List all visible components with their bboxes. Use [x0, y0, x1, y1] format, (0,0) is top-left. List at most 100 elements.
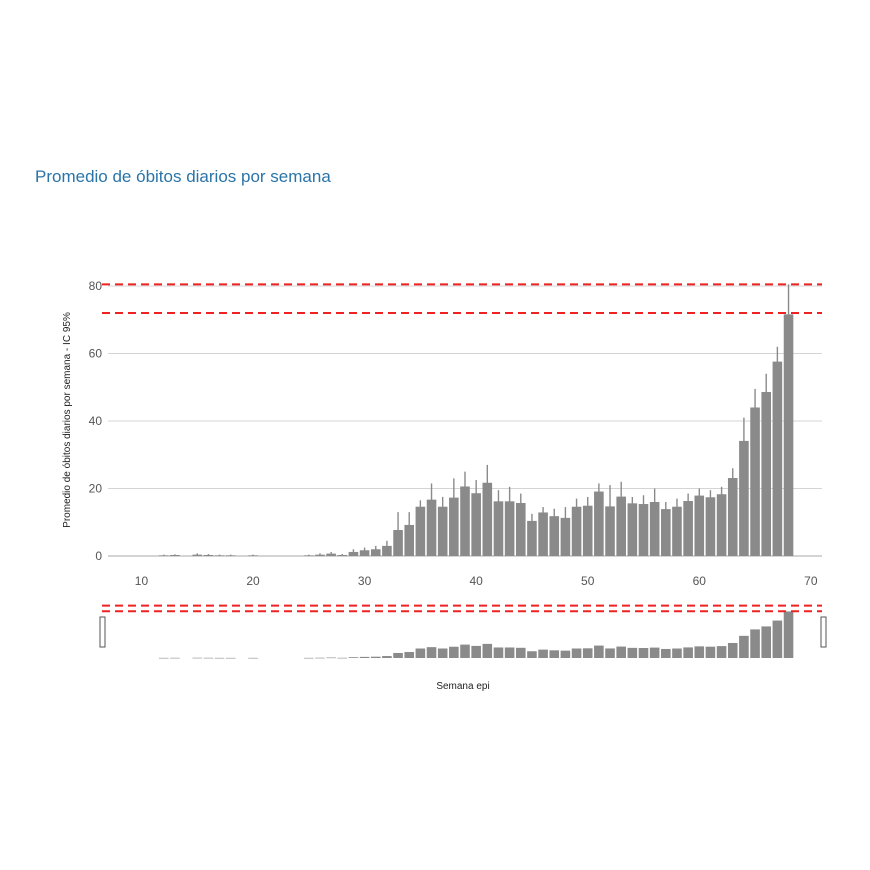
bar	[170, 554, 180, 556]
bar	[315, 554, 325, 556]
mini-bar	[627, 647, 638, 658]
mini-bar	[661, 648, 671, 658]
x-axis-label: Semana epi	[436, 681, 489, 692]
x-tick-60: 60	[693, 574, 707, 588]
bar	[426, 499, 437, 556]
mini-bar	[359, 656, 370, 658]
mini-bar	[382, 656, 392, 658]
mini-bar	[437, 648, 448, 658]
y-tick-60: 60	[89, 347, 103, 361]
x-tick-10: 10	[135, 574, 149, 588]
y-tick-0: 0	[95, 549, 102, 563]
bar	[504, 501, 515, 556]
mini-bar	[393, 652, 403, 658]
bar	[772, 361, 783, 556]
bar	[605, 506, 615, 556]
bar	[393, 530, 403, 556]
mini-bar	[170, 657, 180, 659]
bar	[203, 554, 214, 556]
chart-title: Promedio de óbitos diarios por semana	[35, 167, 331, 186]
mini-bar	[750, 629, 760, 658]
bar	[616, 496, 626, 556]
mini-bar	[761, 626, 772, 658]
bar	[527, 520, 537, 556]
bar	[225, 555, 236, 556]
x-tick-50: 50	[581, 574, 595, 588]
mini-bar	[538, 649, 548, 658]
mini-bar	[370, 656, 381, 658]
bar	[415, 506, 426, 556]
bar	[493, 501, 504, 556]
x-tick-70: 70	[804, 574, 818, 588]
bar	[460, 486, 470, 556]
mini-bar	[337, 657, 348, 659]
y-tick-labels: 0 20 40 60 80	[89, 279, 103, 563]
bar	[727, 478, 738, 556]
mini-bar	[571, 648, 582, 658]
y-tick-40: 40	[89, 414, 103, 428]
x-tick-30: 30	[358, 574, 372, 588]
y-tick-80: 80	[89, 279, 103, 293]
mini-bar	[203, 657, 214, 659]
bar	[549, 516, 560, 556]
bar	[582, 505, 593, 556]
x-tick-labels: 10 20 30 40 50 60 70	[135, 574, 818, 588]
mini-bar	[605, 648, 615, 658]
mini-bar	[304, 657, 314, 659]
bar	[750, 407, 760, 556]
bar	[370, 549, 381, 556]
bar	[248, 555, 258, 556]
bar	[538, 512, 548, 556]
range-slider-left-handle[interactable]	[99, 616, 106, 648]
bar	[571, 506, 582, 556]
mini-bar	[225, 657, 236, 659]
mini-bar	[705, 646, 716, 658]
mini-bar	[471, 645, 481, 658]
bar	[337, 554, 348, 556]
bar	[627, 503, 638, 556]
bar	[705, 497, 716, 556]
bar	[672, 506, 682, 556]
bar	[661, 509, 671, 556]
bar	[214, 555, 225, 556]
mini-bar	[248, 657, 258, 659]
bar	[359, 550, 370, 556]
range-slider[interactable]	[99, 604, 827, 659]
bar	[560, 517, 571, 556]
mini-bar	[672, 648, 682, 658]
mini-bar	[214, 657, 225, 659]
bar	[482, 482, 493, 556]
bar	[783, 314, 794, 556]
mini-bar	[638, 647, 649, 658]
mini-bar	[783, 611, 794, 658]
bar	[158, 555, 169, 556]
mini-bar	[158, 657, 169, 659]
y-tick-20: 20	[89, 482, 103, 496]
mini-bar	[739, 635, 749, 658]
bar	[348, 551, 359, 556]
mini-bar	[649, 647, 660, 658]
bar	[739, 440, 749, 556]
bar	[649, 502, 660, 556]
bar	[515, 503, 526, 556]
mini-bar	[716, 646, 727, 658]
mini-bar	[192, 657, 203, 659]
mini-bar	[493, 647, 504, 658]
mini-bar	[549, 650, 560, 658]
y-axis-label: Promedio de óbitos diarios por semana - …	[62, 312, 73, 528]
mini-bar	[415, 648, 426, 658]
bar	[192, 554, 203, 556]
reference-lines	[102, 283, 822, 314]
bar	[382, 545, 392, 556]
mini-bar	[348, 657, 359, 658]
bars	[158, 314, 794, 556]
mini-bar	[460, 644, 470, 658]
bar	[594, 491, 604, 556]
range-slider-right-handle[interactable]	[820, 616, 827, 648]
mini-bar	[326, 657, 336, 659]
x-tick-40: 40	[469, 574, 483, 588]
bar	[761, 391, 772, 556]
bar	[694, 495, 705, 556]
bar	[471, 493, 481, 556]
mini-bar	[504, 647, 515, 658]
